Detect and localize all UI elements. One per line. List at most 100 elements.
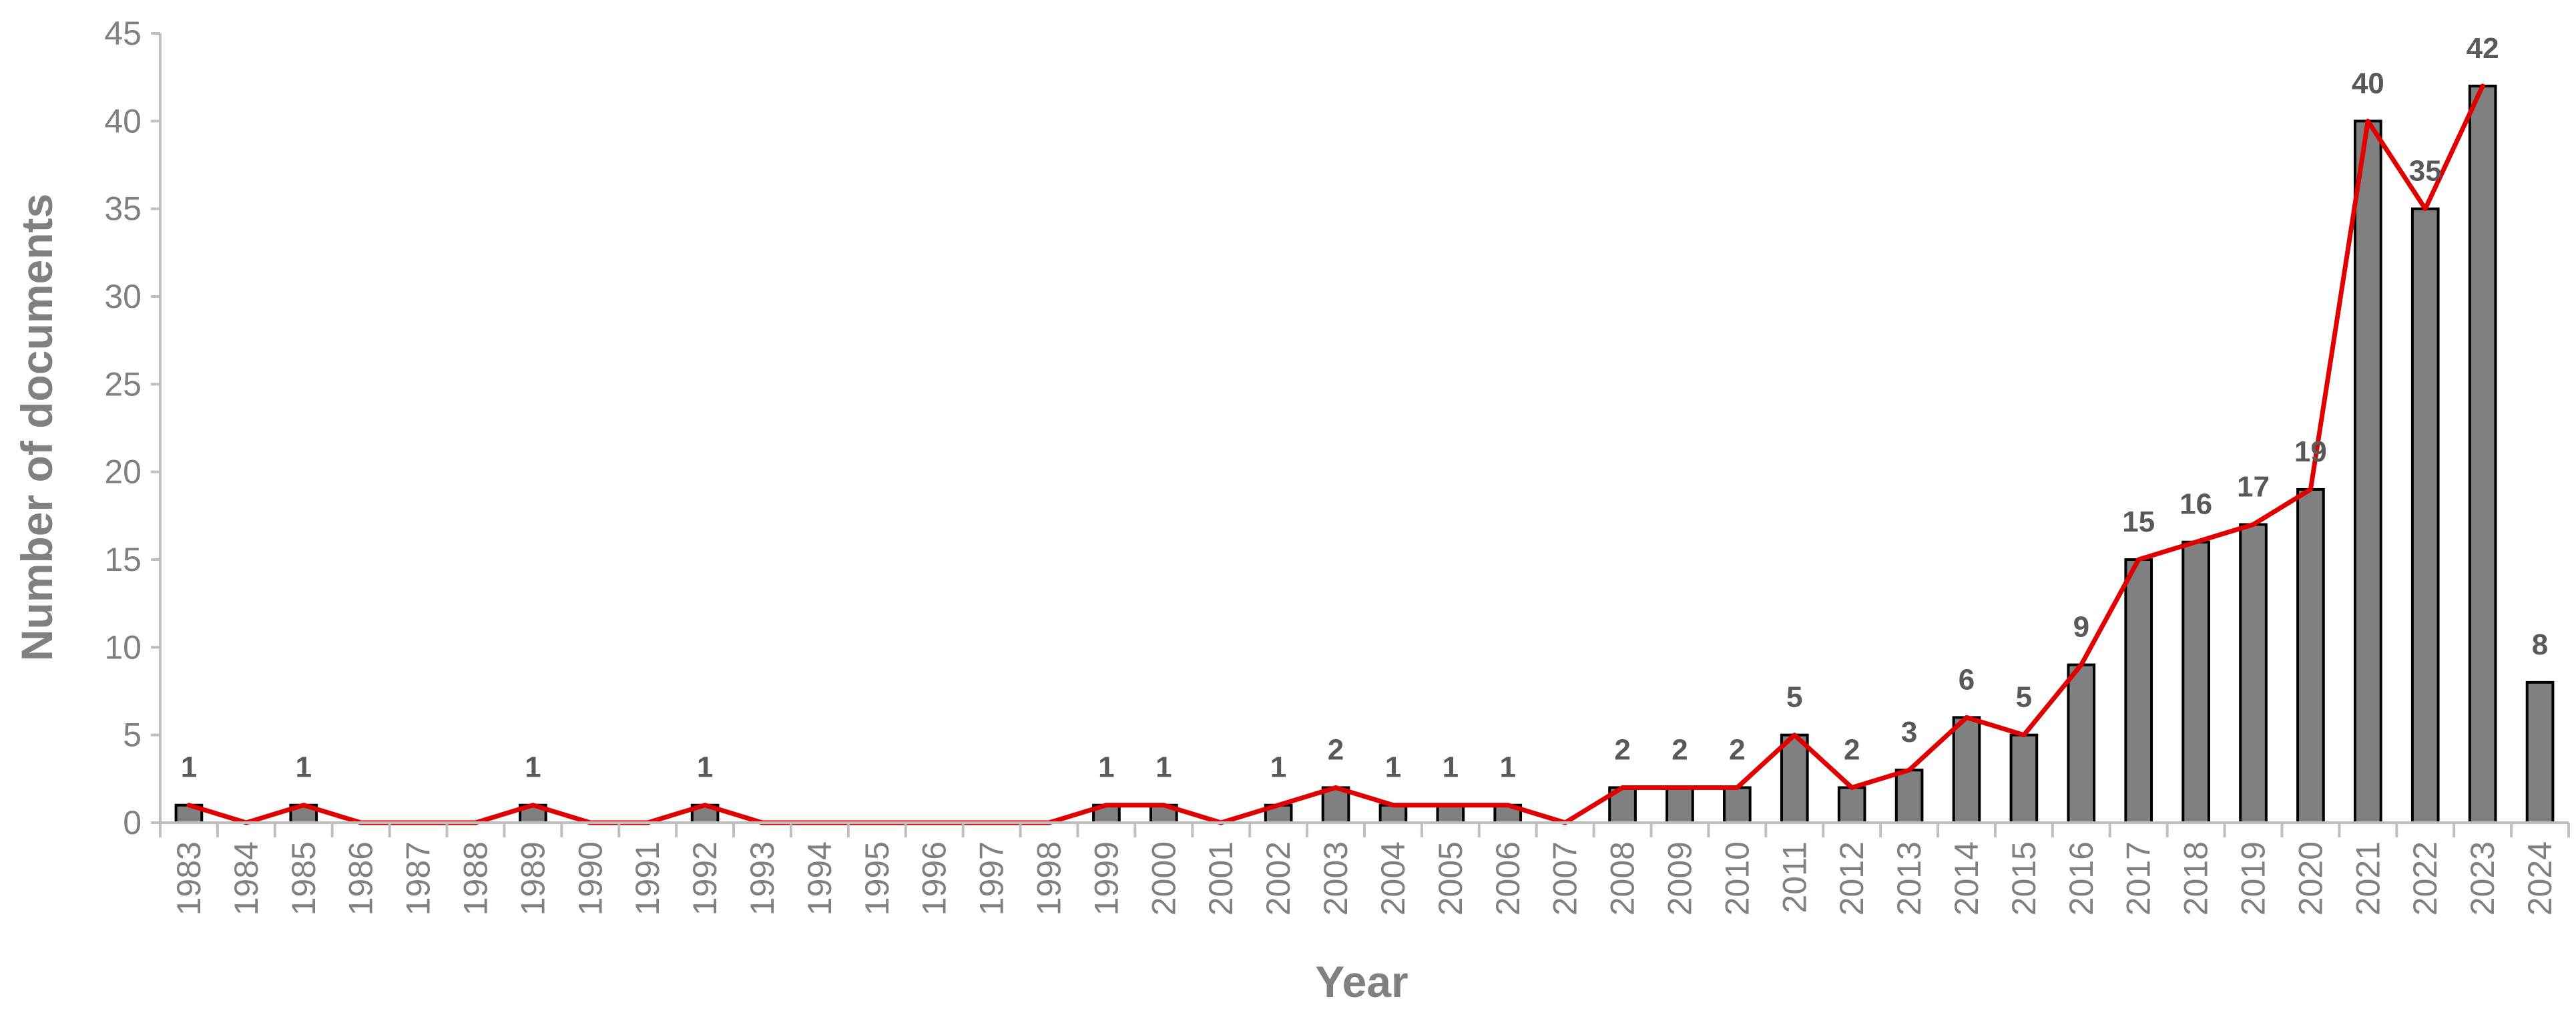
y-tick-label-25: 25 <box>104 365 142 403</box>
y-tick-label-35: 35 <box>104 190 142 228</box>
data-label-2011: 5 <box>1786 681 1802 714</box>
y-tick-label-40: 40 <box>104 102 142 140</box>
data-label-2017: 15 <box>2122 505 2155 538</box>
x-tick-label-1986: 1986 <box>342 841 380 916</box>
y-tick-label-30: 30 <box>104 278 142 315</box>
bar-2016 <box>2067 663 2096 824</box>
x-tick-label-2007: 2007 <box>1547 841 1584 916</box>
data-label-2000: 1 <box>1155 751 1172 784</box>
data-label-2004: 1 <box>1385 751 1401 784</box>
data-label-2014: 6 <box>1959 663 1975 696</box>
y-tick-label-20: 20 <box>104 453 142 491</box>
y-tick-label-45: 45 <box>104 15 142 52</box>
bar-2005 <box>1436 803 1465 824</box>
x-tick-label-2023: 2023 <box>2464 841 2501 916</box>
data-label-2022: 35 <box>2409 155 2442 188</box>
bar-2013 <box>1894 769 1924 824</box>
bar-2010 <box>1723 786 1752 825</box>
data-label-1989: 1 <box>525 751 541 784</box>
x-tick-label-2021: 2021 <box>2349 841 2386 916</box>
trend-line <box>186 83 2485 825</box>
data-label-2003: 2 <box>1328 733 1344 766</box>
bar-2012 <box>1837 786 1866 825</box>
bar-2004 <box>1378 803 1408 824</box>
x-tick-label-2015: 2015 <box>2005 841 2043 916</box>
bar-2022 <box>2410 207 2440 824</box>
bar-2024 <box>2525 680 2555 824</box>
x-tick-label-1987: 1987 <box>400 841 437 916</box>
x-tick-label-2019: 2019 <box>2235 841 2272 916</box>
data-label-2024: 8 <box>2532 628 2548 661</box>
x-tick-label-1993: 1993 <box>744 841 781 916</box>
y-tick-label-5: 5 <box>123 717 142 754</box>
x-tick-label-2011: 2011 <box>1776 841 1813 914</box>
data-label-1985: 1 <box>296 751 312 784</box>
x-tick-label-2003: 2003 <box>1317 841 1354 916</box>
bar-2017 <box>2124 558 2153 824</box>
x-tick-label-1999: 1999 <box>1087 841 1125 916</box>
bar-2023 <box>2468 84 2497 824</box>
x-tick-label-1983: 1983 <box>170 841 208 916</box>
data-label-2021: 40 <box>2352 67 2384 99</box>
x-tick-label-2006: 2006 <box>1489 841 1527 916</box>
x-tick-label-2001: 2001 <box>1202 841 1240 916</box>
x-tick-label-2004: 2004 <box>1374 841 1412 916</box>
y-tick-label-10: 10 <box>104 628 142 666</box>
bar-2011 <box>1780 733 1809 824</box>
x-tick-label-2010: 2010 <box>1718 841 1756 916</box>
x-tick-label-2020: 2020 <box>2292 841 2329 916</box>
data-label-1999: 1 <box>1098 751 1114 784</box>
x-axis-title: Year <box>1315 957 1408 1006</box>
data-label-2015: 5 <box>2016 681 2032 714</box>
x-tick-label-1996: 1996 <box>916 841 953 916</box>
data-label-2012: 2 <box>1844 733 1860 766</box>
data-label-1992: 1 <box>697 751 713 784</box>
data-label-2008: 2 <box>1614 733 1630 766</box>
x-tick-label-2002: 2002 <box>1260 841 1297 916</box>
x-tick-label-1989: 1989 <box>514 841 551 916</box>
bar-2020 <box>2296 487 2325 825</box>
data-label-2020: 19 <box>2294 435 2327 468</box>
x-tick-label-2008: 2008 <box>1604 841 1641 916</box>
x-tick-label-1997: 1997 <box>973 841 1011 916</box>
bars-layer <box>174 84 2555 825</box>
x-tick-label-1985: 1985 <box>285 841 322 916</box>
bar-2021 <box>2354 120 2382 824</box>
data-labels-layer: 1 1 1 1 1 1 1 2 1 1 1 2 2 2 5 2 3 6 5 9 15 16 17 19 40 35 42 8 <box>181 32 2549 784</box>
x-tick-label-2000: 2000 <box>1145 841 1182 916</box>
data-label-2013: 3 <box>1901 716 1917 749</box>
trend-line-layer <box>186 83 2485 825</box>
bar-2009 <box>1665 786 1694 825</box>
x-tick-label-1988: 1988 <box>457 841 495 916</box>
bar-2018 <box>2181 540 2210 824</box>
data-label-2018: 16 <box>2179 488 2212 521</box>
x-tick-label-1995: 1995 <box>858 841 896 916</box>
data-label-2010: 2 <box>1729 733 1745 766</box>
x-tick-label-2022: 2022 <box>2406 841 2444 916</box>
y-tick-label-15: 15 <box>104 541 142 578</box>
x-tick-label-1992: 1992 <box>686 841 724 916</box>
x-tick-label-2005: 2005 <box>1432 841 1469 916</box>
data-label-2019: 17 <box>2237 470 2270 503</box>
data-label-2006: 1 <box>1500 751 1516 784</box>
bar-2015 <box>2009 733 2039 824</box>
data-label-2023: 42 <box>2467 32 2499 65</box>
x-tick-label-2014: 2014 <box>1948 841 1985 916</box>
bar-2014 <box>1952 716 1981 825</box>
data-label-2005: 1 <box>1443 751 1459 784</box>
x-tick-label-2012: 2012 <box>1833 841 1870 916</box>
y-axis-title: Number of documents <box>12 194 61 661</box>
x-tick-label-1991: 1991 <box>629 841 666 916</box>
bar-2019 <box>2239 523 2268 824</box>
x-tick-label-2018: 2018 <box>2177 841 2215 916</box>
x-tick-label-2009: 2009 <box>1661 841 1699 916</box>
data-label-1983: 1 <box>181 751 197 784</box>
x-tick-label-2016: 2016 <box>2063 841 2100 916</box>
data-label-2009: 2 <box>1671 733 1688 766</box>
x-tick-label-2017: 2017 <box>2120 841 2157 916</box>
y-tick-label-0: 0 <box>123 804 142 841</box>
x-tick-label-2024: 2024 <box>2521 841 2559 916</box>
x-tick-label-2013: 2013 <box>1890 841 1928 916</box>
